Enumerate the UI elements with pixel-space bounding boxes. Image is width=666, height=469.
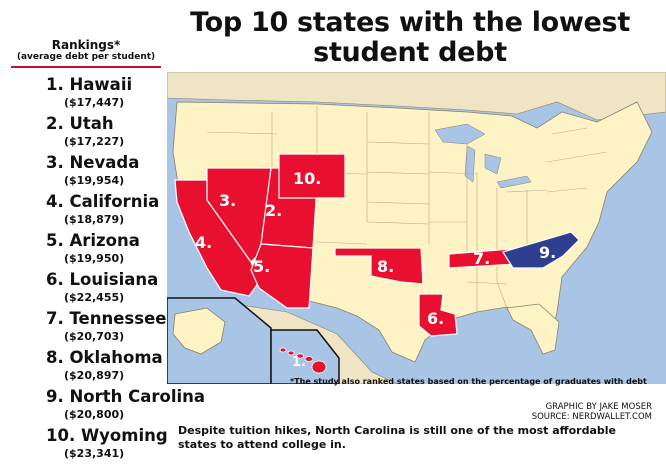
label-louisiana: 6. bbox=[427, 309, 444, 328]
ranking-state: 10. Wyoming bbox=[46, 426, 168, 445]
ranking-state: 5. Arizona bbox=[46, 231, 140, 250]
label-arizona: 5. bbox=[253, 257, 270, 276]
arizona-shape bbox=[250, 243, 314, 309]
ranking-state: 6. Louisiana bbox=[46, 270, 159, 289]
label-oklahoma: 8. bbox=[377, 257, 394, 276]
ranking-debt: ($20,897) bbox=[64, 369, 125, 382]
ranking-item: 5. Arizona ($19,950) bbox=[46, 231, 176, 270]
north-carolina-shape bbox=[502, 231, 580, 269]
ranking-state: 3. Nevada bbox=[46, 153, 140, 172]
label-tennessee: 7. bbox=[473, 249, 490, 268]
oklahoma-shape bbox=[334, 247, 424, 285]
lake-erie bbox=[496, 175, 532, 189]
ranking-debt: ($22,455) bbox=[64, 291, 125, 304]
ranking-item: 1. Hawaii ($17,447) bbox=[46, 75, 176, 114]
rankings-header: Rankings* (average debt per student) bbox=[6, 38, 166, 68]
chart-title: Top 10 states with the lowest student de… bbox=[175, 8, 645, 68]
ranking-item: 7. Tennessee ($20,703) bbox=[46, 309, 176, 348]
ranking-item: 10. Wyoming ($23,341) bbox=[46, 426, 176, 465]
ranking-item: 8. Oklahoma ($20,897) bbox=[46, 348, 176, 387]
source-credit: SOURCE: NERDWALLET.COM bbox=[531, 412, 652, 422]
us-map-svg: 1. 2. 3. 4. 5. 6. 7. 8. 9. 10. bbox=[166, 71, 666, 385]
label-hawaii: 1. bbox=[292, 355, 306, 370]
ranking-debt: ($18,879) bbox=[64, 213, 125, 226]
ranking-state: 4. California bbox=[46, 192, 160, 211]
ranking-debt: ($19,950) bbox=[64, 252, 125, 265]
ranking-item: 9. North Carolina ($20,800) bbox=[46, 387, 206, 426]
rankings-divider bbox=[11, 66, 161, 68]
lake-superior bbox=[434, 123, 486, 145]
alaska-shape bbox=[172, 307, 226, 355]
title-line-1: Top 10 states with the lowest bbox=[190, 7, 630, 38]
label-nevada: 3. bbox=[219, 191, 236, 210]
credit-block: GRAPHIC BY JAKE MOSER SOURCE: NERDWALLET… bbox=[532, 402, 652, 422]
us-map: 1. 2. 3. 4. 5. 6. 7. 8. 9. 10. bbox=[166, 71, 666, 385]
ranking-item: 6. Louisiana ($22,455) bbox=[46, 270, 176, 309]
ranking-debt: ($17,447) bbox=[64, 96, 125, 109]
rankings-subtitle: (average debt per student) bbox=[16, 52, 156, 62]
ranking-debt: ($17,227) bbox=[64, 135, 125, 148]
caption: Despite tuition hikes, North Carolina is… bbox=[178, 424, 616, 451]
graphic-credit: GRAPHIC BY JAKE MOSER bbox=[545, 402, 652, 412]
label-utah: 2. bbox=[265, 201, 282, 220]
title-line-2: student debt bbox=[313, 37, 507, 68]
canada bbox=[166, 71, 666, 121]
label-wyoming: 10. bbox=[293, 169, 321, 188]
ranking-state: 8. Oklahoma bbox=[46, 348, 163, 367]
hawaii-islands bbox=[279, 347, 327, 374]
lake-michigan bbox=[464, 145, 476, 183]
ranking-debt: ($20,703) bbox=[64, 330, 125, 343]
ranking-debt: ($19,954) bbox=[64, 174, 125, 187]
ranking-state: 9. North Carolina bbox=[46, 387, 206, 406]
ranking-debt: ($23,341) bbox=[64, 447, 125, 460]
ranking-state: 1. Hawaii bbox=[46, 75, 133, 94]
rankings-title: Rankings* bbox=[51, 38, 121, 52]
lake-huron bbox=[484, 153, 502, 175]
ranking-item: 2. Utah ($17,227) bbox=[46, 114, 176, 153]
ranking-item: 3. Nevada ($19,954) bbox=[46, 153, 176, 192]
label-north-carolina: 9. bbox=[539, 243, 556, 262]
ranking-debt: ($20,800) bbox=[64, 408, 125, 421]
wyoming-shape bbox=[278, 153, 346, 199]
ranking-state: 7. Tennessee bbox=[46, 309, 167, 328]
footnote: *The study also ranked states based on t… bbox=[290, 377, 647, 386]
rankings-list: 1. Hawaii ($17,447) 2. Utah ($17,227) 3.… bbox=[46, 75, 206, 465]
ranking-state: 2. Utah bbox=[46, 114, 114, 133]
louisiana-shape bbox=[418, 293, 458, 337]
ranking-item: 4. California ($18,879) bbox=[46, 192, 176, 231]
label-california: 4. bbox=[195, 233, 212, 252]
florida bbox=[506, 303, 560, 355]
